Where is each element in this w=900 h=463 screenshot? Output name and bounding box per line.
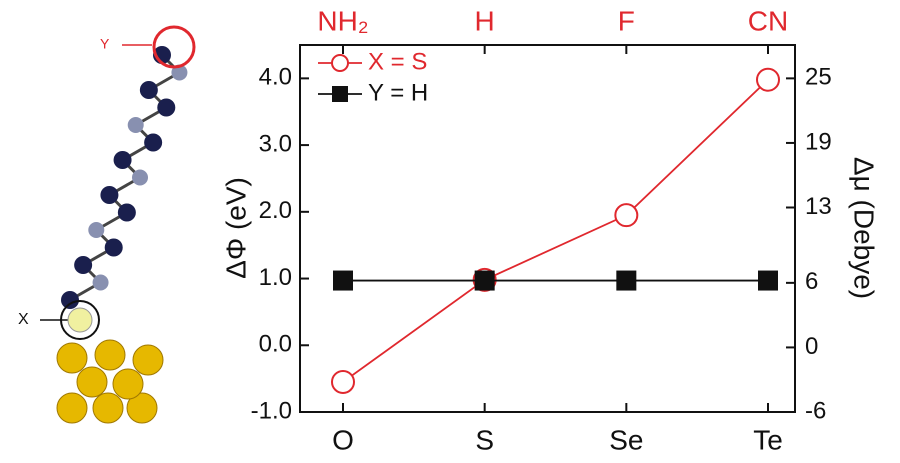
y2-axis-label: Δμ (Debye) — [849, 157, 880, 299]
atom — [61, 291, 79, 309]
y-tick-label: 1.0 — [259, 264, 292, 291]
marker — [331, 369, 355, 394]
atom — [127, 117, 144, 133]
y2-tick-label: 0 — [805, 333, 818, 360]
atom — [74, 256, 93, 274]
x2-tick-label: NH₂ — [317, 5, 368, 36]
legend-marker — [332, 86, 348, 102]
atom — [171, 64, 188, 81]
y2-tick-label: 19 — [805, 128, 832, 155]
gold-atom — [56, 342, 88, 374]
gold-atom — [126, 392, 158, 424]
y-tick-label: 0.0 — [259, 331, 292, 358]
y2-tick-label: -6 — [805, 397, 826, 424]
legend-marker — [331, 54, 349, 72]
sulfur-atom — [67, 307, 93, 333]
highlight-ring — [60, 300, 100, 340]
label-y: Y — [100, 36, 110, 52]
atom — [139, 81, 158, 99]
x2-tick-label: H — [475, 5, 495, 36]
x-tick-label: S — [475, 424, 494, 455]
marker — [614, 203, 639, 228]
atom — [92, 274, 109, 291]
atom — [100, 186, 119, 204]
atom — [117, 203, 136, 222]
gold-atom — [132, 344, 164, 376]
atom — [88, 222, 105, 238]
y-tick-label: -1.0 — [251, 397, 292, 424]
y-tick-label: 2.0 — [259, 197, 292, 224]
y-tick-label: 3.0 — [259, 130, 292, 157]
atom — [104, 238, 123, 257]
y2-tick-label: 6 — [805, 268, 818, 295]
label-x: X — [18, 311, 29, 328]
atom — [132, 169, 148, 186]
gold-atom — [92, 392, 124, 424]
x2-tick-label: F — [618, 5, 635, 36]
marker — [474, 270, 495, 291]
y2-tick-label: 25 — [805, 64, 832, 91]
y-axis-label: ΔΦ (eV) — [220, 177, 251, 279]
y2-tick-label: 13 — [805, 193, 832, 220]
x-tick-label: Te — [753, 424, 783, 455]
atom — [157, 98, 176, 117]
gold-atom — [94, 339, 126, 371]
series-line — [342, 79, 769, 383]
x2-tick-label: CN — [748, 5, 788, 36]
marker — [333, 270, 353, 291]
atom — [113, 151, 132, 169]
marker — [616, 270, 637, 291]
y-tick-label: 4.0 — [259, 64, 292, 91]
legend-label: Y = H — [368, 79, 428, 106]
plot-frame — [299, 44, 796, 413]
gold-atom — [56, 392, 88, 424]
molecule-illustration: X Y — [18, 25, 196, 424]
marker — [758, 270, 778, 291]
legend-label: X = S — [368, 48, 427, 75]
highlight-ring — [152, 25, 196, 69]
atom — [144, 133, 163, 152]
gold-atom — [112, 368, 144, 400]
gold-atom — [76, 366, 108, 398]
marker — [756, 67, 780, 92]
x-tick-label: Se — [609, 424, 643, 455]
x-tick-label: O — [332, 424, 354, 455]
